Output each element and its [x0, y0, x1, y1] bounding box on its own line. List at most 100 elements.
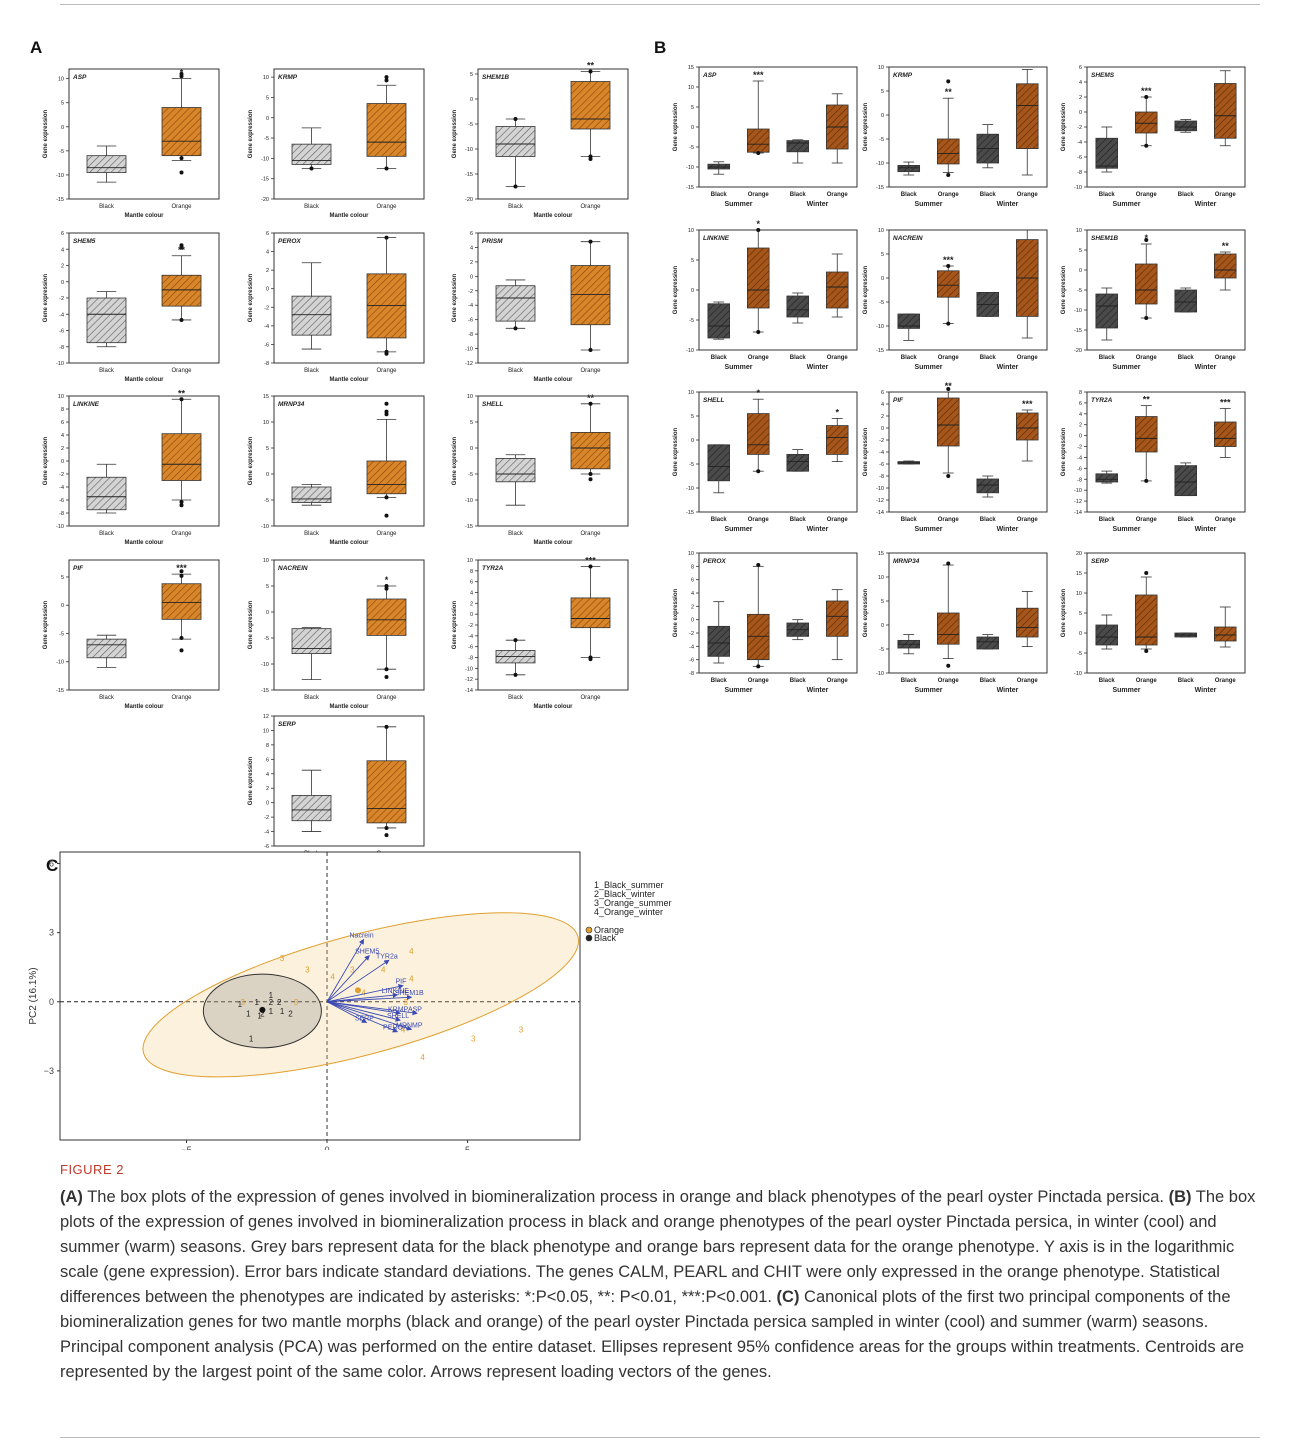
- category-label: Orange: [827, 517, 849, 523]
- box-0: Black: [897, 161, 921, 198]
- outlier-point: [384, 412, 389, 417]
- group-key-entry: 1_Black_summer: [594, 880, 664, 890]
- category-label: Black: [304, 204, 320, 210]
- category-label: Black: [99, 368, 115, 374]
- y-tick-label: -6: [264, 844, 269, 850]
- y-tick-label: -10: [465, 498, 473, 504]
- y-tick-label: 0: [691, 125, 694, 131]
- y-tick-label: -4: [1077, 455, 1082, 461]
- boxplot-shems: SHEMS -10 -8 -6 -4 -2 0 2 4 6 Gene expression Black…: [1061, 65, 1246, 208]
- y-axis-label: Gene expression: [248, 109, 254, 158]
- box-3: Orange: [1213, 70, 1237, 198]
- loading-vector-label: SERP: [355, 1015, 374, 1022]
- box-body: [746, 247, 770, 309]
- loading-vector: [326, 992, 399, 1003]
- y-tick-label: 6: [1079, 401, 1082, 407]
- y-tick-label: -10: [465, 666, 473, 672]
- box-0: Black: [495, 279, 536, 374]
- y-tick-label: 3: [49, 928, 54, 938]
- box-body: [291, 628, 332, 655]
- y-tick-label: 10: [263, 728, 269, 734]
- season-label-summer: Summer: [914, 526, 942, 533]
- y-tick-label: -5: [879, 137, 884, 143]
- black-sample-label: 2: [269, 998, 274, 1007]
- box-0: Black: [707, 444, 731, 523]
- x-axis-label: Mantle colour: [329, 377, 369, 383]
- category-label: Orange: [171, 204, 192, 210]
- category-label: Orange: [1017, 678, 1039, 684]
- group-key-entry: 3_Orange_summer: [594, 898, 672, 908]
- box-1: ** Orange: [161, 243, 202, 374]
- box-0: Black: [1095, 287, 1119, 361]
- y-tick-label: 0: [61, 603, 64, 609]
- y-tick-label: 0: [1079, 110, 1082, 116]
- y-tick-label: 2: [1079, 95, 1082, 101]
- box-body: [936, 138, 960, 165]
- category-label: Orange: [938, 678, 960, 684]
- gene-title: LINKINE: [703, 235, 730, 242]
- y-tick-label: -10: [1074, 488, 1082, 494]
- loading-vector-label: Nacrein: [350, 933, 374, 940]
- boxplot-shem5: SHEM5 -10 -8 -6 -4 -2 0 2 4 6 Gene expression Black…: [43, 231, 220, 383]
- significance-mark: *: [835, 407, 839, 417]
- box-body: [746, 613, 770, 661]
- outlier-point: [513, 184, 518, 189]
- box-2: Black: [786, 619, 810, 684]
- y-tick-label: -15: [261, 177, 269, 183]
- y-tick-label: 0: [1079, 631, 1082, 637]
- x-axis-label: Mantle colour: [124, 377, 164, 383]
- category-label: Orange: [580, 695, 601, 701]
- y-axis-label: PC2 (16.1%): [28, 967, 39, 1024]
- y-tick-label: 10: [1076, 228, 1082, 234]
- category-label: Orange: [580, 531, 601, 537]
- y-tick-label: -5: [689, 318, 694, 324]
- caption-b-text: The box plots of the expression of genes…: [60, 1188, 1256, 1306]
- outlier-point: [179, 503, 184, 508]
- box-2: Black: [1174, 287, 1198, 361]
- gene-title: LINKINE: [73, 401, 100, 408]
- loading-vector: [326, 955, 370, 1003]
- orange-sample-label: 4: [361, 989, 366, 998]
- outlier-point: [384, 586, 389, 591]
- box-body: [1174, 465, 1198, 497]
- gene-title: KRMP: [278, 74, 298, 81]
- category-label: Orange: [1215, 355, 1237, 361]
- y-tick-label: 0: [470, 274, 473, 280]
- outlier-point: [588, 477, 593, 482]
- season-label-winter: Winter: [807, 526, 829, 533]
- y-tick-label: 10: [878, 65, 884, 71]
- orange-sample-label: 4: [381, 966, 386, 975]
- boxplot-prism: PRISM -12 -10 -8 -6 -4 -2 0 2 4 6 Gene expression Bl…: [452, 231, 629, 383]
- y-tick-label: -15: [1074, 328, 1082, 334]
- panel-label-b: B: [654, 38, 666, 57]
- orange-sample-label: 4: [401, 1025, 406, 1034]
- box-0: Black: [1095, 614, 1119, 684]
- boxplot-shem1b: SHEM1B -20 -15 -10 -5 0 5 Gene expression Black *…: [452, 61, 629, 219]
- caption-a-text: The box plots of the expression of genes…: [82, 1188, 1169, 1206]
- box-1: Orange: [570, 239, 611, 374]
- box-0: Black: [707, 301, 731, 361]
- outlier-point: [756, 228, 761, 232]
- y-tick-label: 20: [1076, 551, 1082, 557]
- top-rule: [60, 4, 1260, 5]
- y-tick-label: -15: [465, 524, 473, 530]
- box-body: [495, 126, 536, 157]
- outlier-point: [946, 264, 951, 268]
- outlier-point: [384, 825, 389, 830]
- outlier-point: [384, 667, 389, 672]
- box-2: Black: [976, 124, 1000, 198]
- box-body: [1015, 412, 1039, 441]
- y-tick-label: -2: [468, 623, 473, 629]
- category-label: Black: [790, 192, 807, 198]
- y-tick-label: -20: [465, 197, 473, 203]
- box-body: [936, 397, 960, 447]
- y-tick-label: -15: [876, 185, 884, 191]
- significance-mark: **: [945, 381, 953, 391]
- y-tick-label: 0: [266, 801, 269, 807]
- y-tick-label: 5: [61, 101, 64, 107]
- box-1: Orange: [366, 235, 407, 374]
- black-sample-label: 1: [269, 1007, 274, 1016]
- significance-mark: ***: [943, 255, 954, 265]
- outlier-point: [756, 469, 761, 474]
- category-label: Orange: [1017, 192, 1039, 198]
